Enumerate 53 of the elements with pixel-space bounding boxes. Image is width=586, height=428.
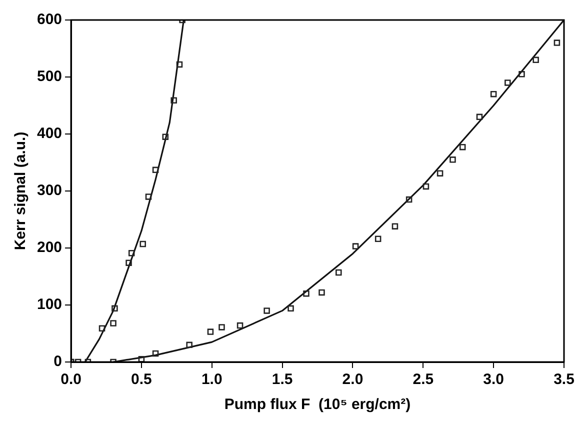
point [336, 269, 342, 276]
point [374, 236, 382, 242]
point [318, 289, 325, 296]
point [128, 250, 135, 256]
point [207, 328, 214, 335]
x-tick-label: 1.0 [201, 371, 222, 388]
point [436, 170, 444, 176]
y-tick-label: 100 [36, 296, 62, 314]
point [145, 194, 152, 200]
point [288, 305, 294, 312]
point [140, 240, 146, 248]
point [422, 183, 430, 190]
y-tick-label: 300 [36, 182, 62, 200]
point [264, 308, 270, 314]
point [554, 40, 560, 46]
point [98, 325, 106, 332]
point [406, 196, 412, 203]
point [490, 90, 497, 98]
y-tick-label: 200 [36, 239, 62, 256]
point [110, 320, 116, 326]
point [459, 144, 466, 150]
point [392, 223, 398, 230]
point [518, 71, 525, 78]
y-tick-label: 400 [36, 125, 62, 142]
point [186, 342, 192, 348]
point [152, 166, 159, 174]
point [450, 156, 456, 163]
point [236, 322, 244, 329]
point [176, 61, 183, 68]
point [218, 324, 225, 330]
point [152, 350, 159, 357]
x-tick-label: 1.5 [272, 371, 293, 388]
point [162, 134, 169, 140]
point [532, 56, 539, 64]
y-tick-label: 0 [54, 353, 62, 370]
x-tick-label: 3.5 [554, 371, 574, 388]
x-tick-label: 2.0 [342, 371, 364, 388]
point [476, 114, 483, 120]
x-tick-label: 3.0 [483, 371, 504, 388]
x-tick-label: 0.5 [131, 371, 152, 388]
point [112, 305, 118, 312]
x-axis-title: Pump flux F (10⁵ erg/cm²) [224, 396, 411, 414]
point [138, 356, 145, 362]
point [352, 243, 359, 250]
x-tick-label: 0.0 [60, 371, 82, 388]
y-tick-label: 500 [36, 68, 62, 86]
point [126, 260, 132, 266]
point [170, 97, 177, 104]
point [303, 290, 310, 297]
y-axis-title: Kerr signal (a.u.) [12, 132, 30, 250]
point [504, 80, 511, 86]
x-tick-label: 2.5 [412, 371, 434, 388]
y-tick-label: 600 [36, 11, 62, 28]
